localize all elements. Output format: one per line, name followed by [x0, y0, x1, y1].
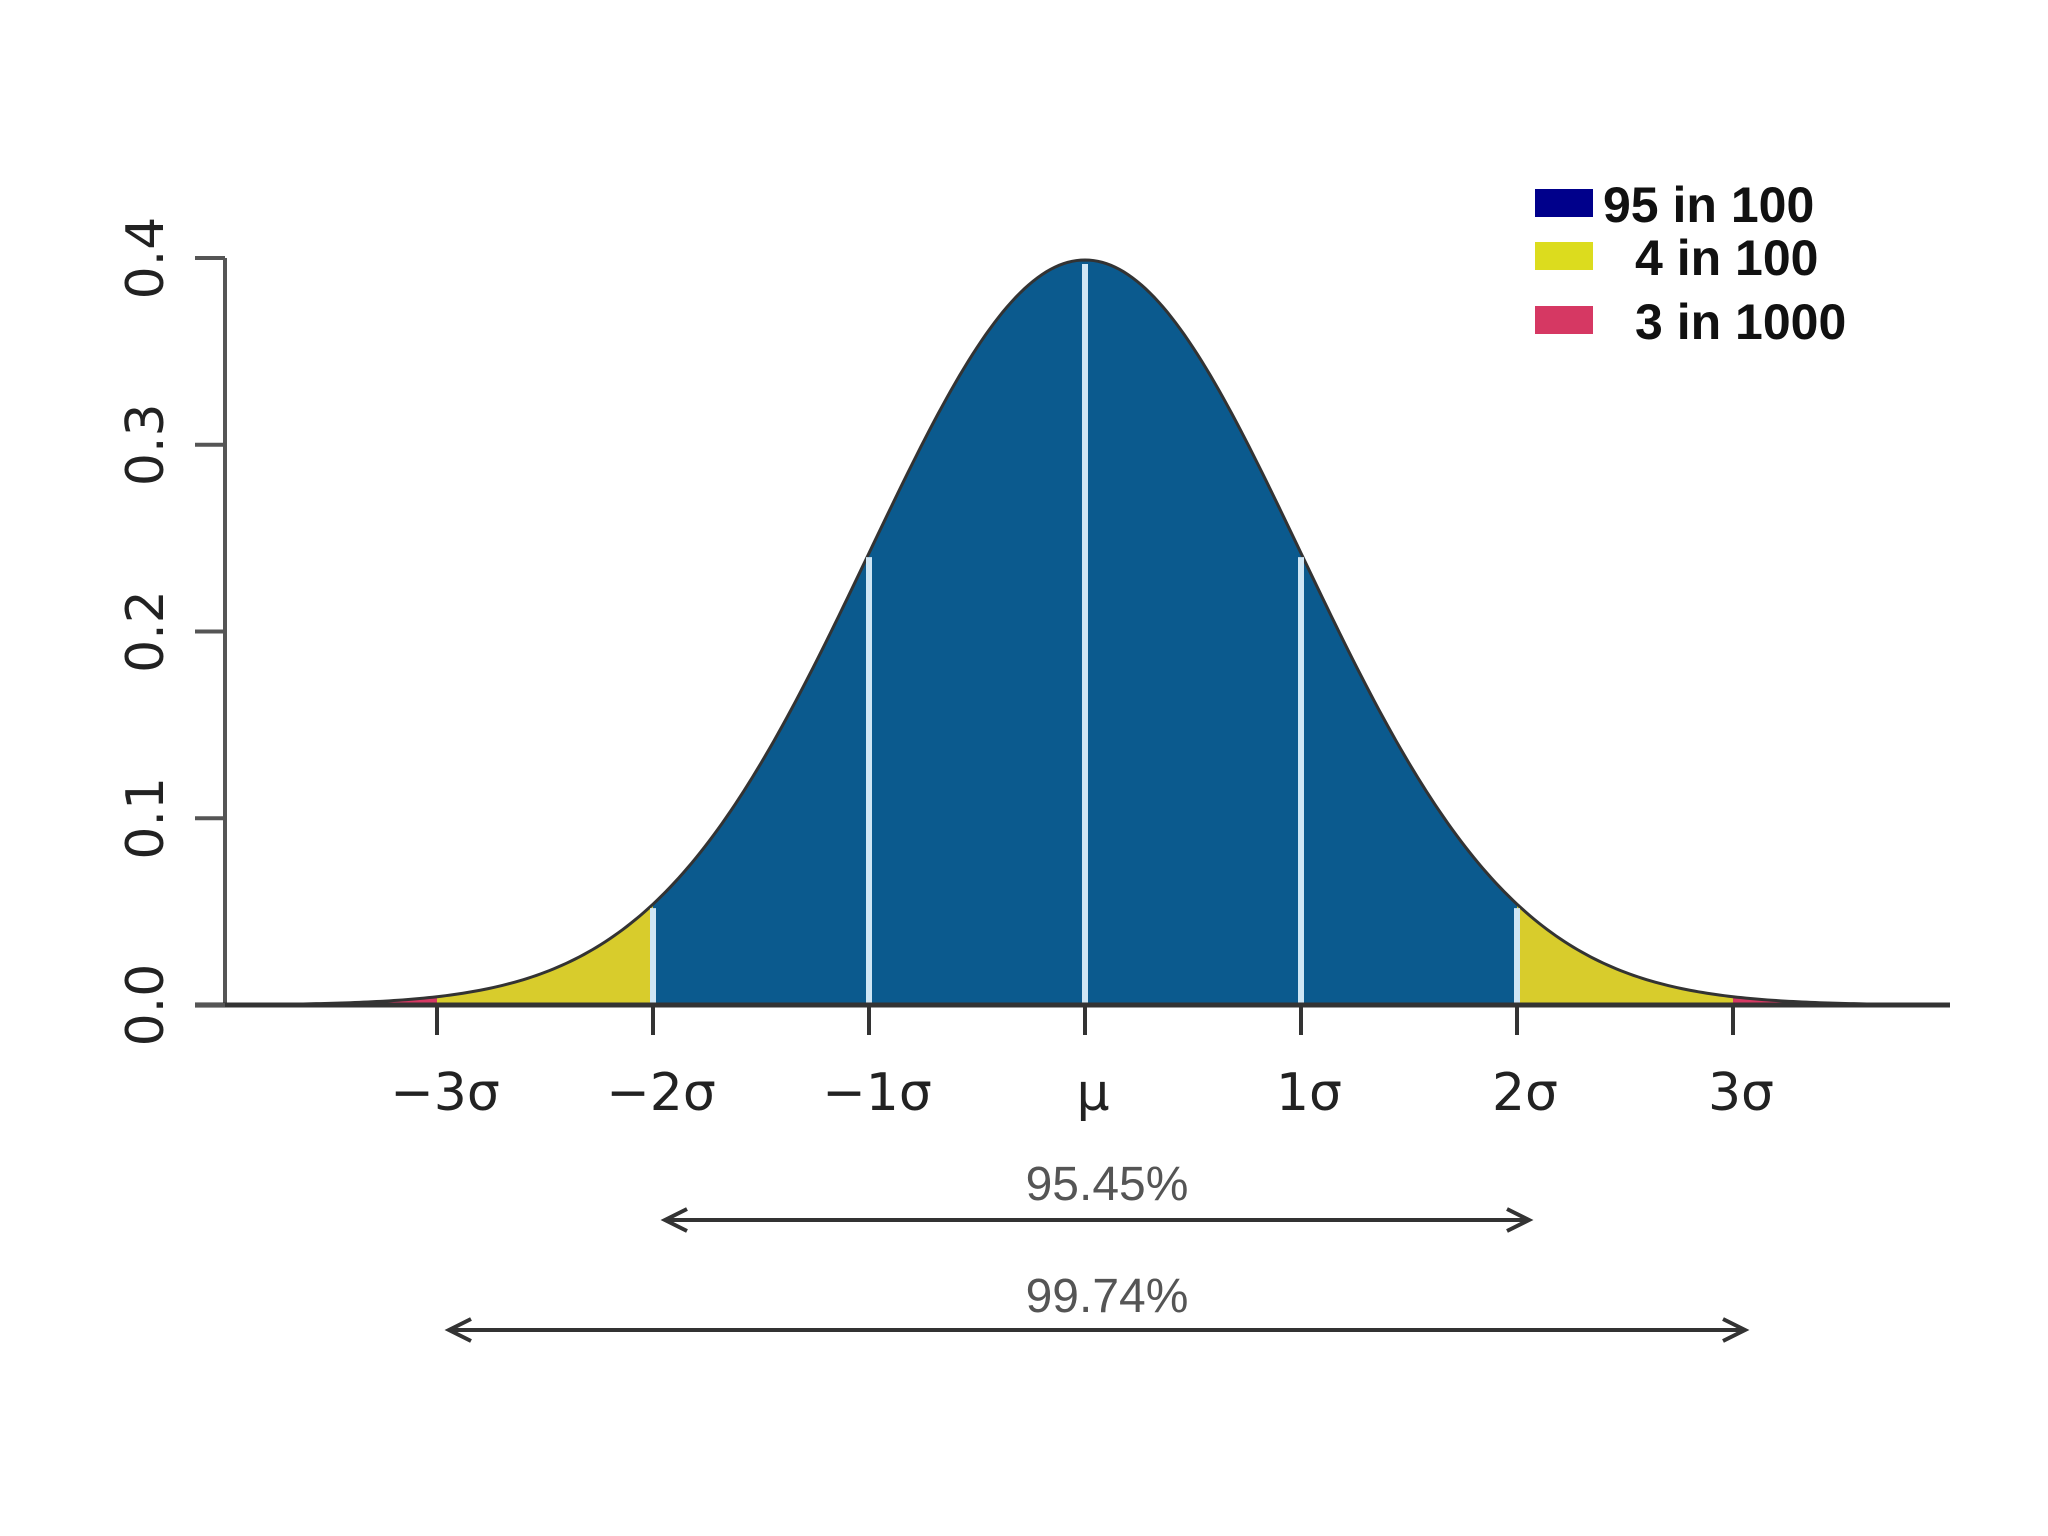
y-tick-label: 0.2 — [116, 590, 176, 673]
x-tick-label: 2σ — [1492, 1063, 1558, 1123]
x-tick-label: −3σ — [390, 1063, 500, 1123]
legend-label: 3 in 1000 — [1635, 294, 1846, 350]
region-4-in-100-2 — [1517, 904, 1733, 1005]
x-tick-label: −1σ — [822, 1063, 932, 1123]
y-tick-label: 0.3 — [116, 403, 176, 486]
x-tick-label: 1σ — [1276, 1063, 1342, 1123]
range-arrow-head-right — [1506, 1207, 1534, 1233]
legend-label: 4 in 100 — [1635, 230, 1818, 286]
density-curve — [220, 258, 1950, 1007]
range-label: 99.74% — [1026, 1270, 1189, 1323]
x-axis-ticks: −3σ −2σ −1σ μ 1σ 2σ 3σ — [390, 1005, 1774, 1123]
range-arrow-head-left — [444, 1317, 472, 1343]
x-tick-label: μ — [1076, 1063, 1109, 1123]
y-axis-ticks: 0.0 0.1 0.2 0.3 0.4 — [116, 217, 225, 1047]
x-tick-label: −2σ — [606, 1063, 716, 1123]
legend-swatch — [1535, 242, 1593, 270]
region-4-in-100-1 — [437, 904, 653, 1005]
x-tick-label: 3σ — [1708, 1063, 1774, 1123]
y-tick-label: 0.0 — [116, 964, 176, 1047]
range-arrow-head-right — [1722, 1317, 1750, 1343]
y-tick-label: 0.4 — [116, 217, 176, 300]
range-arrow-head-left — [660, 1207, 688, 1233]
legend-swatch — [1535, 189, 1593, 217]
sigma-divider-lines — [650, 263, 1520, 1005]
y-tick-label: 0.1 — [116, 777, 176, 860]
range-label: 95.45% — [1026, 1158, 1189, 1211]
legend-label: 95 in 100 — [1603, 177, 1814, 233]
range-arrows: 95.45% 99.74% — [444, 1158, 1750, 1343]
legend-swatch — [1535, 306, 1593, 334]
